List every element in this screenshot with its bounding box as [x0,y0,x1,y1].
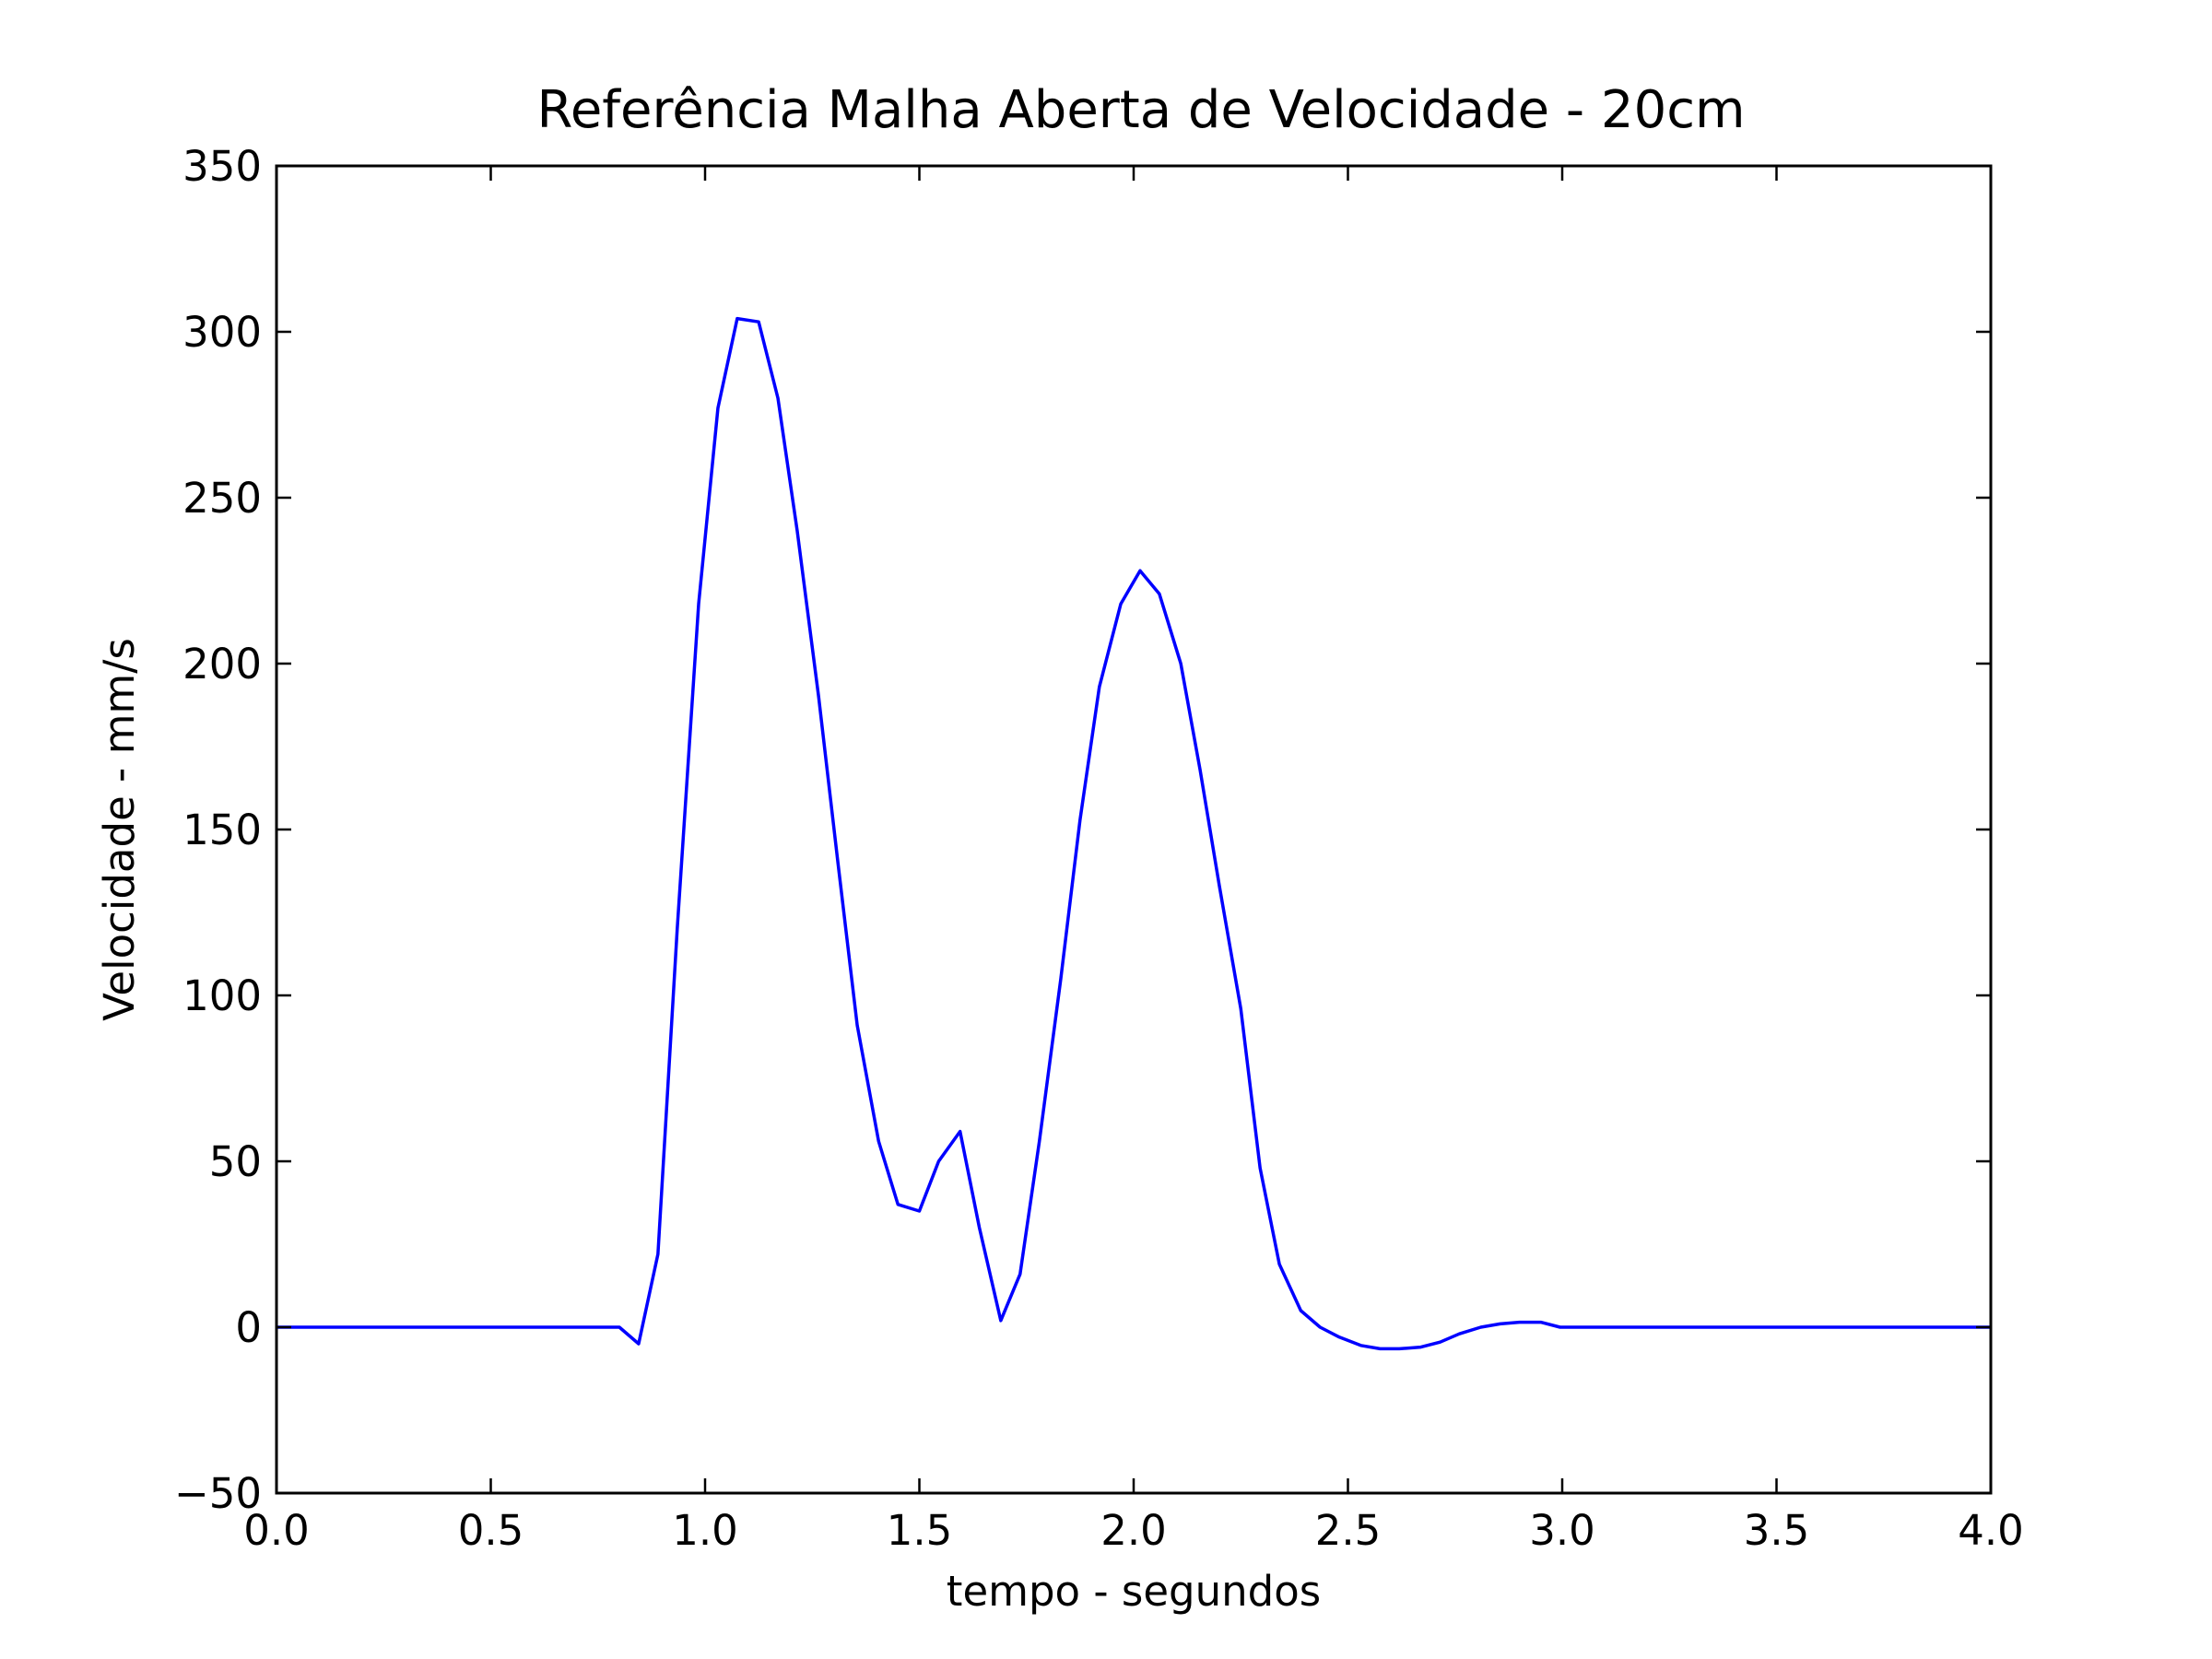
x-tick-label: 2.0 [1100,1506,1167,1555]
x-axis-label: tempo - segundos [947,1567,1321,1616]
x-axis: 0.0 0.5 1.0 1.5 2.0 2.5 3.0 3.5 4.0 [243,166,2024,1555]
y-tick-label: 150 [182,806,262,854]
y-tick-label: 0 [235,1303,262,1352]
y-tick-label: 50 [209,1137,262,1186]
y-tick-label: −50 [174,1469,262,1518]
y-tick-label: 100 [182,971,262,1020]
y-tick-label: 350 [182,142,262,191]
y-tick-label: 200 [182,640,262,688]
x-tick-label: 1.0 [672,1506,738,1555]
x-tick-label: 2.5 [1315,1506,1382,1555]
y-tick-label: 300 [182,308,262,357]
series-line-0 [276,316,1991,1351]
x-tick-label: 4.0 [1958,1506,2024,1555]
x-tick-label: 0.5 [458,1506,524,1555]
plot-area [276,316,1991,1351]
x-tick-label: 1.5 [887,1506,953,1555]
x-tick-label: 3.5 [1744,1506,1810,1555]
x-tick-label: 0.0 [243,1506,310,1555]
y-axis-label: Velocidade - mm/s [95,638,144,1021]
chart-title: Referência Malha Aberta de Velocidade - … [536,80,1745,140]
y-axis: −50 0 50 100 150 200 250 300 350 [174,142,1991,1518]
x-tick-label: 3.0 [1529,1506,1595,1555]
y-tick-label: 250 [182,474,262,523]
